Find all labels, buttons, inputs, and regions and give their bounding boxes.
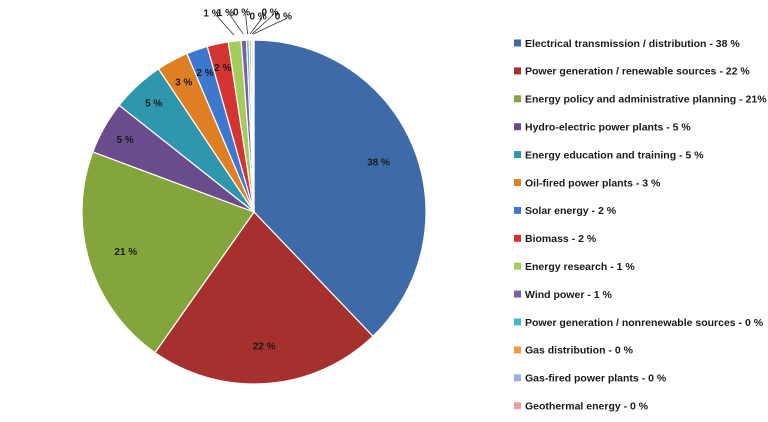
leader-line-13 xyxy=(251,13,275,35)
slice-value-label-5: 5 % xyxy=(145,99,162,110)
slice-value-label-10: 1 % xyxy=(217,8,234,19)
slice-labels: 38 %22 %21 %5 %5 %3 %2 % 2 %1 %1 %0 % 0 %0… xyxy=(114,8,390,353)
leader-line-11 xyxy=(245,14,248,35)
legend-swatch-2 xyxy=(514,67,521,75)
leader-line-14 xyxy=(253,17,288,35)
legend-swatch-8 xyxy=(514,234,521,242)
slice-value-label-12: 0 % xyxy=(249,12,266,23)
slice-value-label-13: 0 % xyxy=(261,8,278,19)
legend-label-1: Electrical transmission / distribution -… xyxy=(525,38,740,50)
slice-value-label-14: 0 % xyxy=(275,12,292,23)
pie-slices xyxy=(81,39,427,385)
legend-swatch-12 xyxy=(514,346,521,354)
leader-line-12 xyxy=(249,17,263,35)
legend-label-13: Gas-fired power plants - 0 % xyxy=(525,373,667,385)
slice-value-label-6: 3 % xyxy=(175,77,192,88)
legend-swatch-9 xyxy=(514,262,521,270)
leader-line-10 xyxy=(229,14,244,35)
legend-label-2: Power generation / renewable sources - 2… xyxy=(525,66,750,78)
legend-label-10: Wind power - 1 % xyxy=(525,289,612,301)
slice-value-label-3: 21 % xyxy=(114,247,137,258)
slice-value-label-8: 2 % xyxy=(214,63,231,74)
legend-swatch-4 xyxy=(514,123,521,131)
legend-label-5: Energy education and training - 5 % xyxy=(525,149,704,161)
legend-label-9: Energy research - 1 % xyxy=(525,261,635,273)
legend-swatch-14 xyxy=(514,402,521,410)
legend-swatch-3 xyxy=(514,95,521,103)
pie-slice-2 xyxy=(154,211,374,385)
legend-swatch-5 xyxy=(514,151,521,159)
legend-label-12: Gas distribution - 0 % xyxy=(525,345,634,357)
legend-label-11: Power generation / nonrenewable sources … xyxy=(525,317,764,329)
legend-label-7: Solar energy - 2 % xyxy=(525,205,617,217)
slice-value-label-9: 1 % xyxy=(203,9,220,20)
slice-value-label-7: 2 % xyxy=(196,68,213,79)
legend-label-8: Biomass - 2 % xyxy=(525,233,597,245)
legend-swatch-7 xyxy=(514,206,521,214)
pie-slice-1 xyxy=(253,39,427,338)
legend-label-3: Energy policy and administrative plannin… xyxy=(525,94,767,106)
legend-swatch-1 xyxy=(514,39,521,47)
legend-label-14: Geothermal energy - 0 % xyxy=(525,401,649,413)
slice-value-label-2: 22 % xyxy=(253,341,276,352)
legend-label-4: Hydro-electric power plants - 5 % xyxy=(525,122,691,134)
legend-swatch-10 xyxy=(514,290,521,298)
legend: Electrical transmission / distribution -… xyxy=(514,38,767,413)
slice-value-label-4: 5 % xyxy=(116,135,133,146)
pie-slice-14 xyxy=(252,39,255,213)
legend-swatch-11 xyxy=(514,318,521,326)
leader-line-9 xyxy=(215,14,235,36)
legend-label-6: Oil-fired power plants - 3 % xyxy=(525,177,661,189)
leader-lines xyxy=(215,13,288,36)
slice-value-label-1: 38 % xyxy=(367,158,390,169)
legend-swatch-13 xyxy=(514,374,521,382)
pie-slice-3 xyxy=(81,151,255,354)
legend-swatch-6 xyxy=(514,179,521,186)
slice-value-label-11: 0 % xyxy=(233,8,250,19)
